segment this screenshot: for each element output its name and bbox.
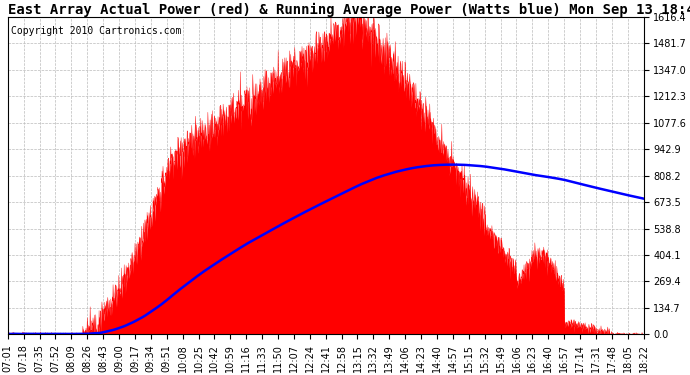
Text: Copyright 2010 Cartronics.com: Copyright 2010 Cartronics.com — [11, 27, 181, 36]
Text: East Array Actual Power (red) & Running Average Power (Watts blue) Mon Sep 13 18: East Array Actual Power (red) & Running … — [8, 3, 690, 17]
